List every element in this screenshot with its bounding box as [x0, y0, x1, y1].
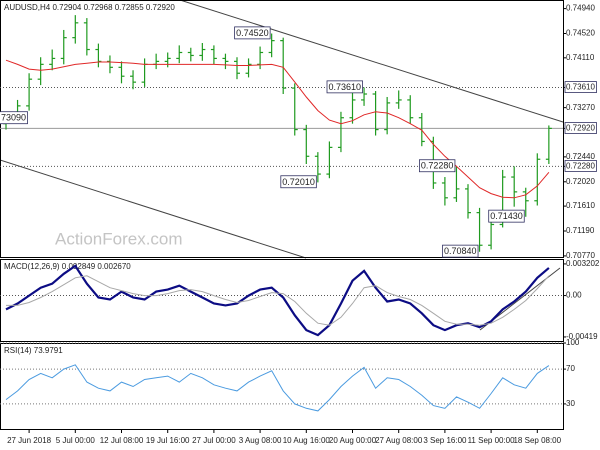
label-box: [280, 175, 317, 189]
x-tick-label: 27 Jul 00:00: [192, 436, 236, 445]
label-box: [564, 160, 597, 172]
price-annotation: 0.74520: [236, 28, 269, 38]
y-tick-label: 0.003202: [566, 259, 600, 268]
y-tick-label: 0.72440: [566, 152, 595, 161]
label-box: [564, 81, 597, 93]
x-tick-label: 3 Aug 08:00: [239, 436, 282, 445]
y-tick-label: 0.74940: [566, 4, 595, 13]
panel-frame: [0, 0, 564, 258]
y-tick-label: 0.71190: [566, 226, 595, 235]
label-box: [419, 159, 456, 173]
y-tick-label: 0.70770: [566, 251, 595, 260]
panel-title: MACD(12,26,9) 0.002849 0.002670: [4, 262, 131, 271]
watermark: ActionForex.com: [55, 229, 183, 248]
label-box: [0, 111, 28, 125]
y-tick-label: 0.71610: [566, 201, 595, 210]
y-tick-label: 0.72020: [566, 177, 595, 186]
y-tick-label: 100: [566, 338, 580, 347]
indicator-line: [5, 364, 550, 412]
indicator-line: [6, 275, 550, 326]
x-tick-label: 11 Sep 00:00: [468, 436, 516, 445]
price-annotation: 0.71430: [490, 211, 523, 221]
y-tick-label: 70: [566, 364, 575, 373]
price-annotation: 0.72280: [421, 161, 454, 171]
y-tick-label: 0.72920: [566, 124, 595, 133]
label-box: [488, 209, 525, 223]
x-tick-label: 10 Aug 16:00: [283, 436, 331, 445]
label-box: [326, 80, 363, 94]
panel-frame: [0, 259, 564, 342]
y-tick-label: 0.73270: [566, 103, 595, 112]
x-tick-label: 3 Sep 16:00: [423, 436, 467, 445]
channel-lower: [0, 159, 307, 259]
y-tick-label: 0.74110: [566, 53, 595, 62]
y-tick-label: 0.73610: [566, 83, 595, 92]
label-box: [564, 122, 597, 134]
label-box: [442, 244, 479, 258]
panel-title: AUDUSD,H4 0.72904 0.72968 0.72855 0.7292…: [4, 3, 175, 12]
x-tick-label: 18 Sep 08:00: [513, 436, 561, 445]
y-tick-label: 0.00: [566, 291, 582, 300]
x-tick-label: 12 Jul 08:00: [100, 436, 144, 445]
panel-title: RSI(14) 73.9791: [4, 346, 63, 355]
y-tick-label: 30: [566, 399, 575, 408]
y-tick-label: 0.72280: [566, 161, 595, 170]
moving-average: [5, 59, 550, 199]
panel-frame: [0, 343, 564, 430]
channel-upper: [179, 0, 564, 123]
x-tick-label: 5 Jul 00:00: [56, 436, 96, 445]
x-tick-label: 27 Aug 08:00: [375, 436, 423, 445]
price-annotation: 0.73610: [329, 82, 362, 92]
price-annotation: 0.72010: [282, 177, 315, 187]
x-tick-label: 27 Jun 2018: [7, 436, 52, 445]
price-annotation: 73090: [1, 113, 26, 123]
x-tick-label: 19 Jul 16:00: [146, 436, 190, 445]
x-tick-label: 20 Aug 00:00: [329, 436, 377, 445]
y-tick-label: -0.00419: [566, 332, 598, 341]
label-box: [234, 26, 271, 40]
price-annotation: 0.70840: [444, 246, 477, 256]
y-tick-label: 0.74520: [566, 29, 595, 38]
